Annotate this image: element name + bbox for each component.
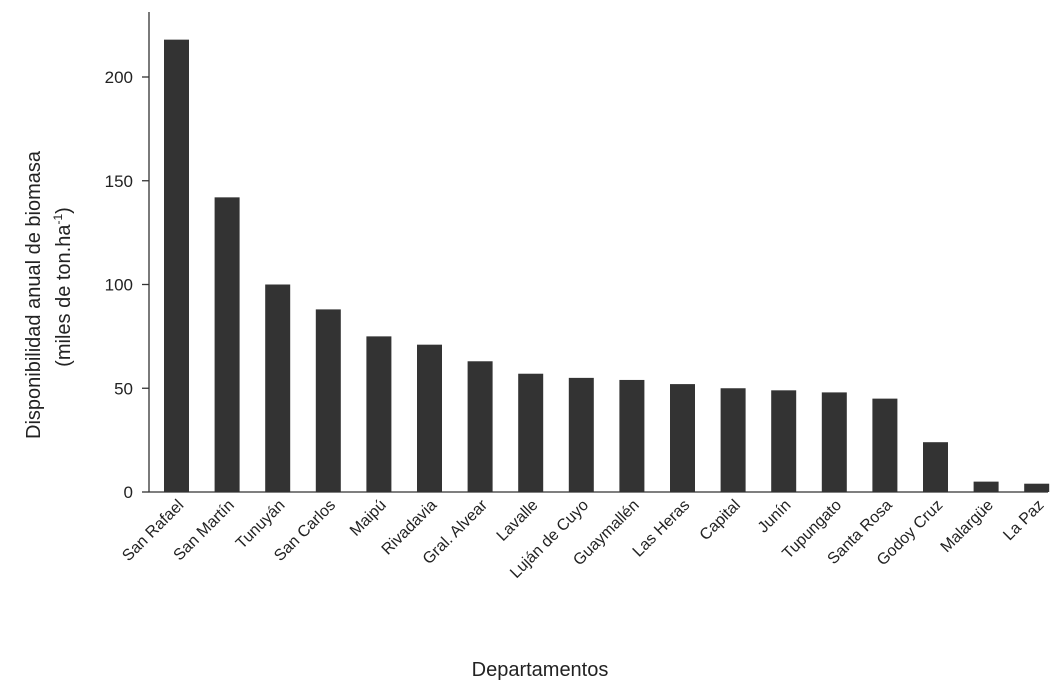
bar bbox=[518, 373, 544, 492]
x-category-label: Malargüe bbox=[938, 497, 997, 556]
x-axis-title: Departamentos bbox=[472, 659, 609, 681]
y-axis-title-main: (miles de ton.ha bbox=[53, 224, 75, 367]
x-category-label: Junín bbox=[755, 497, 795, 537]
y-tick-label: 100 bbox=[105, 276, 133, 295]
bar bbox=[973, 481, 999, 492]
x-category-label: Maipú bbox=[347, 497, 390, 540]
x-category-label: Capital bbox=[697, 497, 744, 544]
y-axis-title-line2: (miles de ton.ha-1) bbox=[51, 207, 75, 367]
bar bbox=[670, 384, 695, 492]
bar bbox=[164, 39, 189, 493]
y-ticks-group: 0 50 100 150 200 bbox=[105, 68, 149, 502]
bar bbox=[366, 336, 392, 492]
y-tick-label: 0 bbox=[124, 483, 133, 502]
bar bbox=[872, 398, 898, 492]
y-tick-label: 50 bbox=[114, 379, 133, 398]
bar bbox=[619, 379, 645, 492]
y-axis-title-close: ) bbox=[53, 207, 75, 214]
y-axis-title-line1: Disponibilidad anual de biomasa bbox=[23, 150, 45, 439]
bar bbox=[771, 390, 797, 492]
x-category-label: Lavalle bbox=[494, 497, 542, 545]
y-tick-label: 200 bbox=[105, 68, 133, 87]
bar bbox=[1024, 483, 1050, 492]
x-category-label: La Paz bbox=[1000, 497, 1047, 544]
bar bbox=[720, 388, 746, 492]
bar bbox=[265, 284, 291, 492]
bar bbox=[923, 442, 948, 492]
bar bbox=[315, 309, 341, 492]
y-axis-title-superscript: -1 bbox=[51, 214, 65, 225]
bar bbox=[467, 361, 493, 492]
bar bbox=[568, 377, 594, 492]
bars-group bbox=[164, 39, 1050, 493]
bar bbox=[417, 344, 442, 492]
bar bbox=[214, 197, 240, 492]
y-tick-label: 150 bbox=[105, 172, 133, 191]
bar bbox=[821, 392, 847, 492]
